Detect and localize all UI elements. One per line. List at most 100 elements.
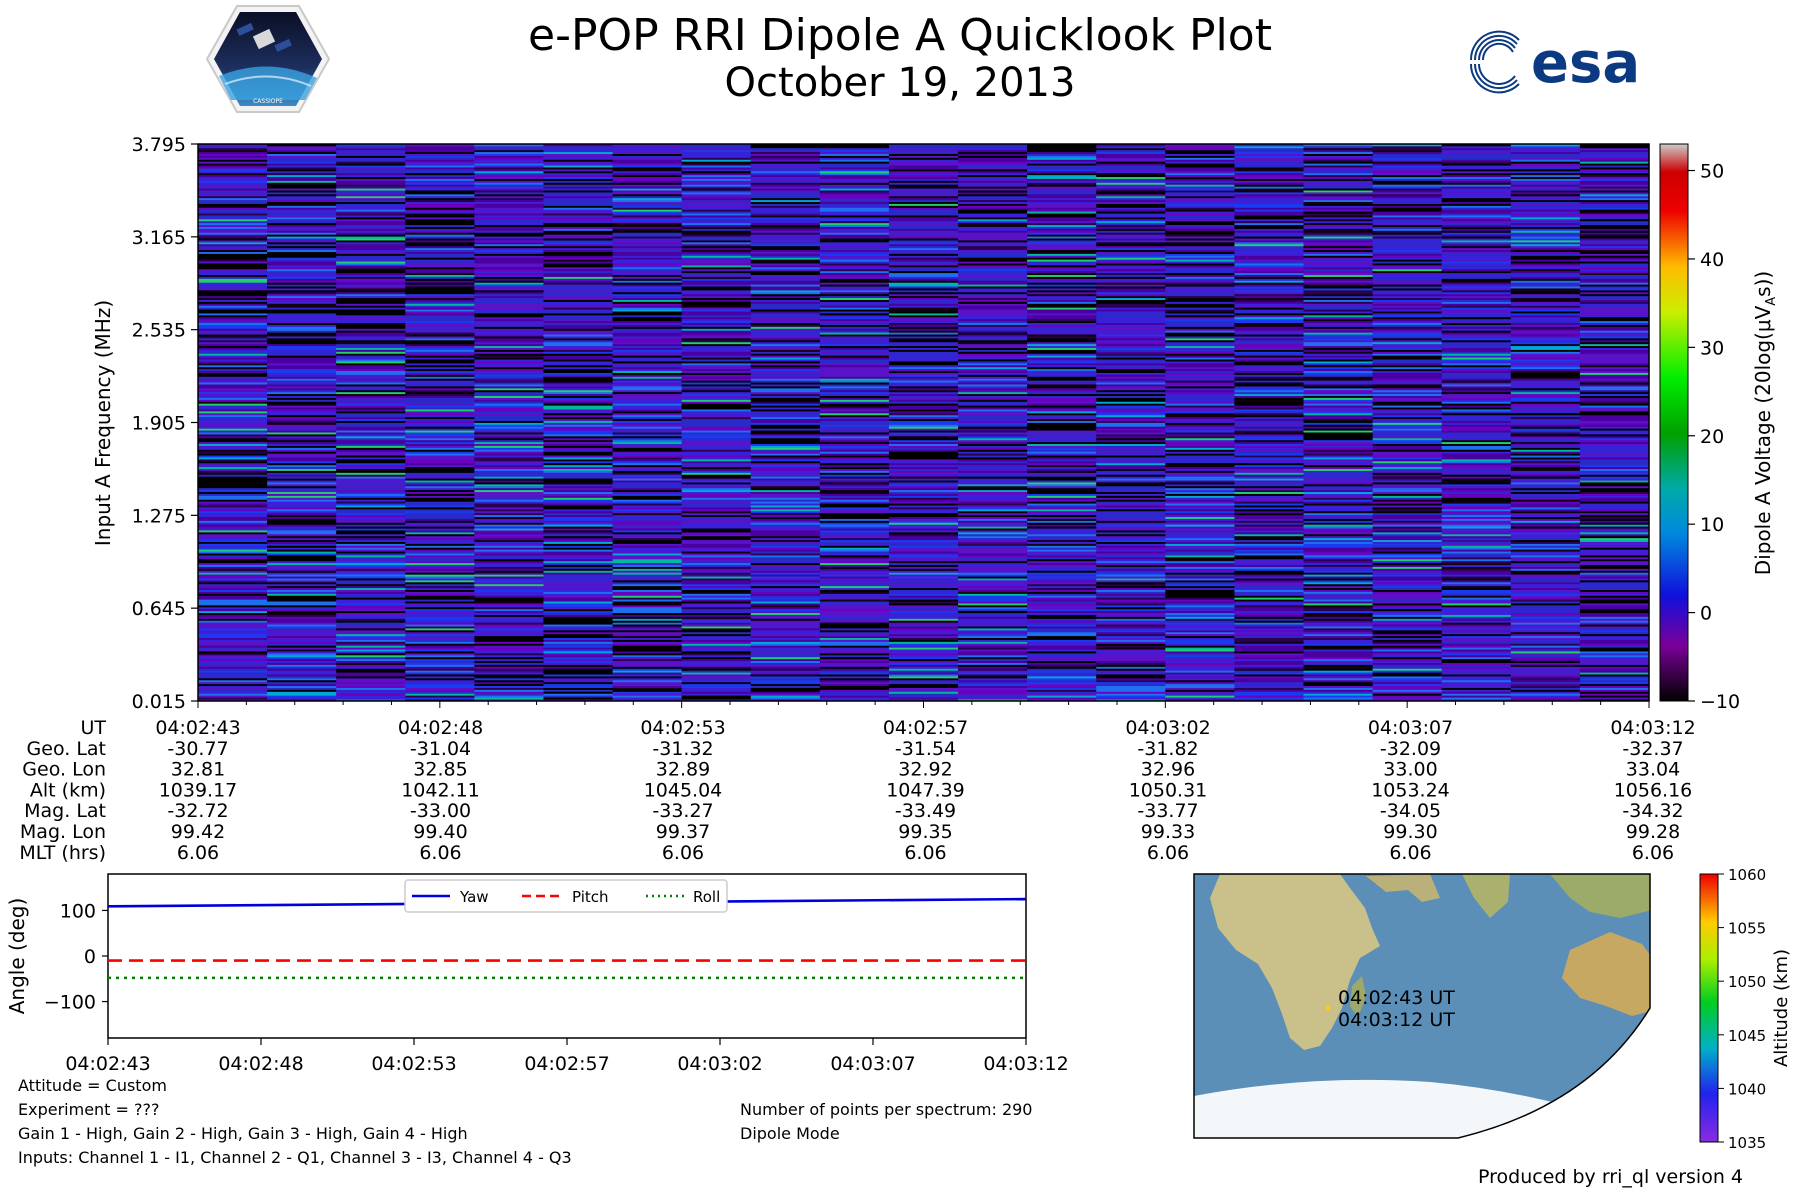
ephemeris-cell: -32.37 bbox=[1622, 738, 1683, 760]
legend-yaw-label: Yaw bbox=[459, 888, 489, 906]
ephemeris-row-label: Mag. Lat bbox=[24, 800, 106, 822]
produced-by-note: Produced by rri_ql version 4 bbox=[1478, 1166, 1743, 1188]
spectrogram-y-axis-label: Input A Frequency (MHz) bbox=[91, 300, 115, 546]
attitude-x-tick-label: 04:02:43 bbox=[65, 1053, 150, 1075]
colorbar-tick-label: 0 bbox=[1700, 603, 1712, 625]
altitude-colorbar-tick-label: 1060 bbox=[1728, 868, 1766, 884]
ephemeris-cell: -34.05 bbox=[1380, 800, 1441, 822]
arabia-landmass bbox=[1366, 874, 1440, 902]
ephemeris-cell: -34.32 bbox=[1622, 800, 1683, 822]
spectrogram-y-tick-label: 3.795 bbox=[132, 134, 186, 156]
attitude-x-tick-label: 04:03:12 bbox=[983, 1053, 1068, 1075]
map-annotation-end: 04:03:12 UT bbox=[1338, 1009, 1455, 1031]
ephemeris-cell: 99.28 bbox=[1626, 821, 1680, 843]
ephemeris-cell: 1042.11 bbox=[401, 779, 480, 801]
altitude-colorbar-tick-label: 1045 bbox=[1728, 1027, 1766, 1045]
ephemeris-cell: -33.49 bbox=[895, 800, 956, 822]
spectrogram-y-tick-label: 1.905 bbox=[132, 413, 186, 435]
ephemeris-cell: -32.72 bbox=[167, 800, 228, 822]
attitude-chart: 100 0 −100 04:02:43 04:02:48 04:02:53 04:02:5… bbox=[5, 873, 1069, 1075]
ephemeris-cell: -33.00 bbox=[410, 800, 471, 822]
ephemeris-cell: 6.06 bbox=[662, 842, 704, 862]
spectrogram-heatmap bbox=[198, 144, 1650, 702]
attitude-legend: Yaw Pitch Roll bbox=[404, 879, 728, 913]
ephemeris-cell: 99.30 bbox=[1383, 821, 1437, 843]
ephemeris-cell: -31.82 bbox=[1137, 738, 1198, 760]
ephemeris-cell: 04:03:02 bbox=[1125, 717, 1210, 739]
ephemeris-cell: -31.54 bbox=[895, 738, 956, 760]
gains-note: Gain 1 - High, Gain 2 - High, Gain 3 - H… bbox=[18, 1124, 468, 1143]
esa-swirl-icon bbox=[1469, 30, 1520, 94]
attitude-note: Attitude = Custom bbox=[18, 1076, 167, 1095]
ephemeris-row-label: UT bbox=[80, 717, 106, 739]
ephemeris-cell: 99.35 bbox=[898, 821, 952, 843]
ephemeris-cell: 6.06 bbox=[1389, 842, 1431, 862]
altitude-colorbar-tick-label: 1040 bbox=[1728, 1080, 1766, 1098]
spectrogram-chart: 0.015 0.645 1.275 1.905 2.535 3.165 3.795 Inpu… bbox=[91, 134, 1779, 710]
page-title: e-POP RRI Dipole A Quicklook Plot bbox=[528, 10, 1272, 61]
ephemeris-row-label: Geo. Lat bbox=[27, 738, 106, 760]
points-note: Number of points per spectrum: 290 bbox=[740, 1100, 1033, 1119]
ephemeris-row-label: Geo. Lon bbox=[22, 759, 106, 781]
attitude-y-tick-label: 100 bbox=[60, 900, 96, 922]
orbit-track-marker bbox=[1325, 1005, 1331, 1011]
colorbar-tick-label: 30 bbox=[1700, 337, 1724, 359]
inputs-note: Inputs: Channel 1 - I1, Channel 2 - Q1, … bbox=[18, 1148, 572, 1167]
colorbar-tick-label: 50 bbox=[1700, 161, 1724, 183]
esa-logo: esa bbox=[1469, 30, 1640, 96]
ephemeris-cell: 6.06 bbox=[1632, 842, 1674, 862]
spectrogram-y-tick-label: 1.275 bbox=[132, 505, 186, 527]
satellite-icon bbox=[236, 22, 292, 53]
esa-logo-text: esa bbox=[1531, 31, 1640, 96]
ephemeris-cell: 04:02:48 bbox=[398, 717, 483, 739]
orbit-map: 04:02:43 UT 04:03:12 UT 1060 1055 1050 1045… bbox=[1193, 868, 1792, 1148]
africa-landmass bbox=[1210, 874, 1380, 1050]
ephemeris-cell: 99.40 bbox=[413, 821, 467, 843]
spectrogram-y-tick-label: 3.165 bbox=[132, 227, 186, 249]
attitude-y-tick-label: 0 bbox=[84, 946, 96, 968]
attitude-x-tick-label: 04:03:02 bbox=[677, 1053, 762, 1075]
ephemeris-cell: 04:03:07 bbox=[1368, 717, 1453, 739]
ephemeris-row-label: MLT (hrs) bbox=[19, 842, 106, 862]
mode-note: Dipole Mode bbox=[740, 1124, 840, 1143]
experiment-note: Experiment = ??? bbox=[18, 1100, 160, 1119]
ephemeris-cell: 04:03:12 bbox=[1610, 717, 1695, 739]
colorbar-tick-label: 10 bbox=[1700, 514, 1724, 536]
ephemeris-cell: 32.89 bbox=[656, 759, 710, 781]
india-landmass bbox=[1462, 874, 1510, 918]
ephemeris-cell: 1045.04 bbox=[644, 779, 723, 801]
ephemeris-cell: 99.37 bbox=[656, 821, 710, 843]
altitude-colorbar bbox=[1699, 873, 1719, 1143]
legend-pitch-label: Pitch bbox=[572, 888, 609, 906]
attitude-x-tick-label: 04:02:48 bbox=[218, 1053, 303, 1075]
ephemeris-cell: 6.06 bbox=[1147, 842, 1189, 862]
altitude-colorbar-tick-label: 1055 bbox=[1728, 920, 1766, 938]
ephemeris-cell: -33.27 bbox=[652, 800, 713, 822]
map-annotation-start: 04:02:43 UT bbox=[1338, 987, 1455, 1009]
ephemeris-cell: 32.92 bbox=[898, 759, 952, 781]
ephemeris-cell: 33.00 bbox=[1383, 759, 1437, 781]
southeast-asia-landmass bbox=[1550, 874, 1650, 918]
ephemeris-cell: 1047.39 bbox=[886, 779, 965, 801]
ephemeris-cell: 1053.24 bbox=[1371, 779, 1450, 801]
ephemeris-cell: 32.85 bbox=[413, 759, 467, 781]
ephemeris-cell: 6.06 bbox=[904, 842, 946, 862]
spectrogram-colorbar-label: Dipole A Voltage (20log(μVAs)) bbox=[1751, 271, 1779, 575]
ephemeris-cell: 1050.31 bbox=[1129, 779, 1208, 801]
ephemeris-cell: -31.04 bbox=[410, 738, 471, 760]
ephemeris-cell: 6.06 bbox=[177, 842, 219, 862]
cassiope-logo-text: CASSIOPE bbox=[253, 98, 283, 105]
ephemeris-row-label: Mag. Lon bbox=[20, 821, 106, 843]
ephemeris-cell: -32.09 bbox=[1380, 738, 1441, 760]
attitude-x-tick-label: 04:02:53 bbox=[371, 1053, 456, 1075]
ephemeris-cell: 33.04 bbox=[1626, 759, 1680, 781]
spectrogram-y-tick-label: 0.645 bbox=[132, 598, 186, 620]
altitude-colorbar-label: Altitude (km) bbox=[1771, 949, 1792, 1067]
colorbar-tick-label: −10 bbox=[1700, 691, 1740, 710]
ephemeris-cell: -31.32 bbox=[652, 738, 713, 760]
attitude-y-tick-label: −100 bbox=[44, 992, 96, 1014]
spectrogram-colorbar bbox=[1659, 143, 1689, 702]
ephemeris-cell: 1056.16 bbox=[1614, 779, 1693, 801]
cassiope-logo: CASSIOPE bbox=[205, 5, 331, 113]
